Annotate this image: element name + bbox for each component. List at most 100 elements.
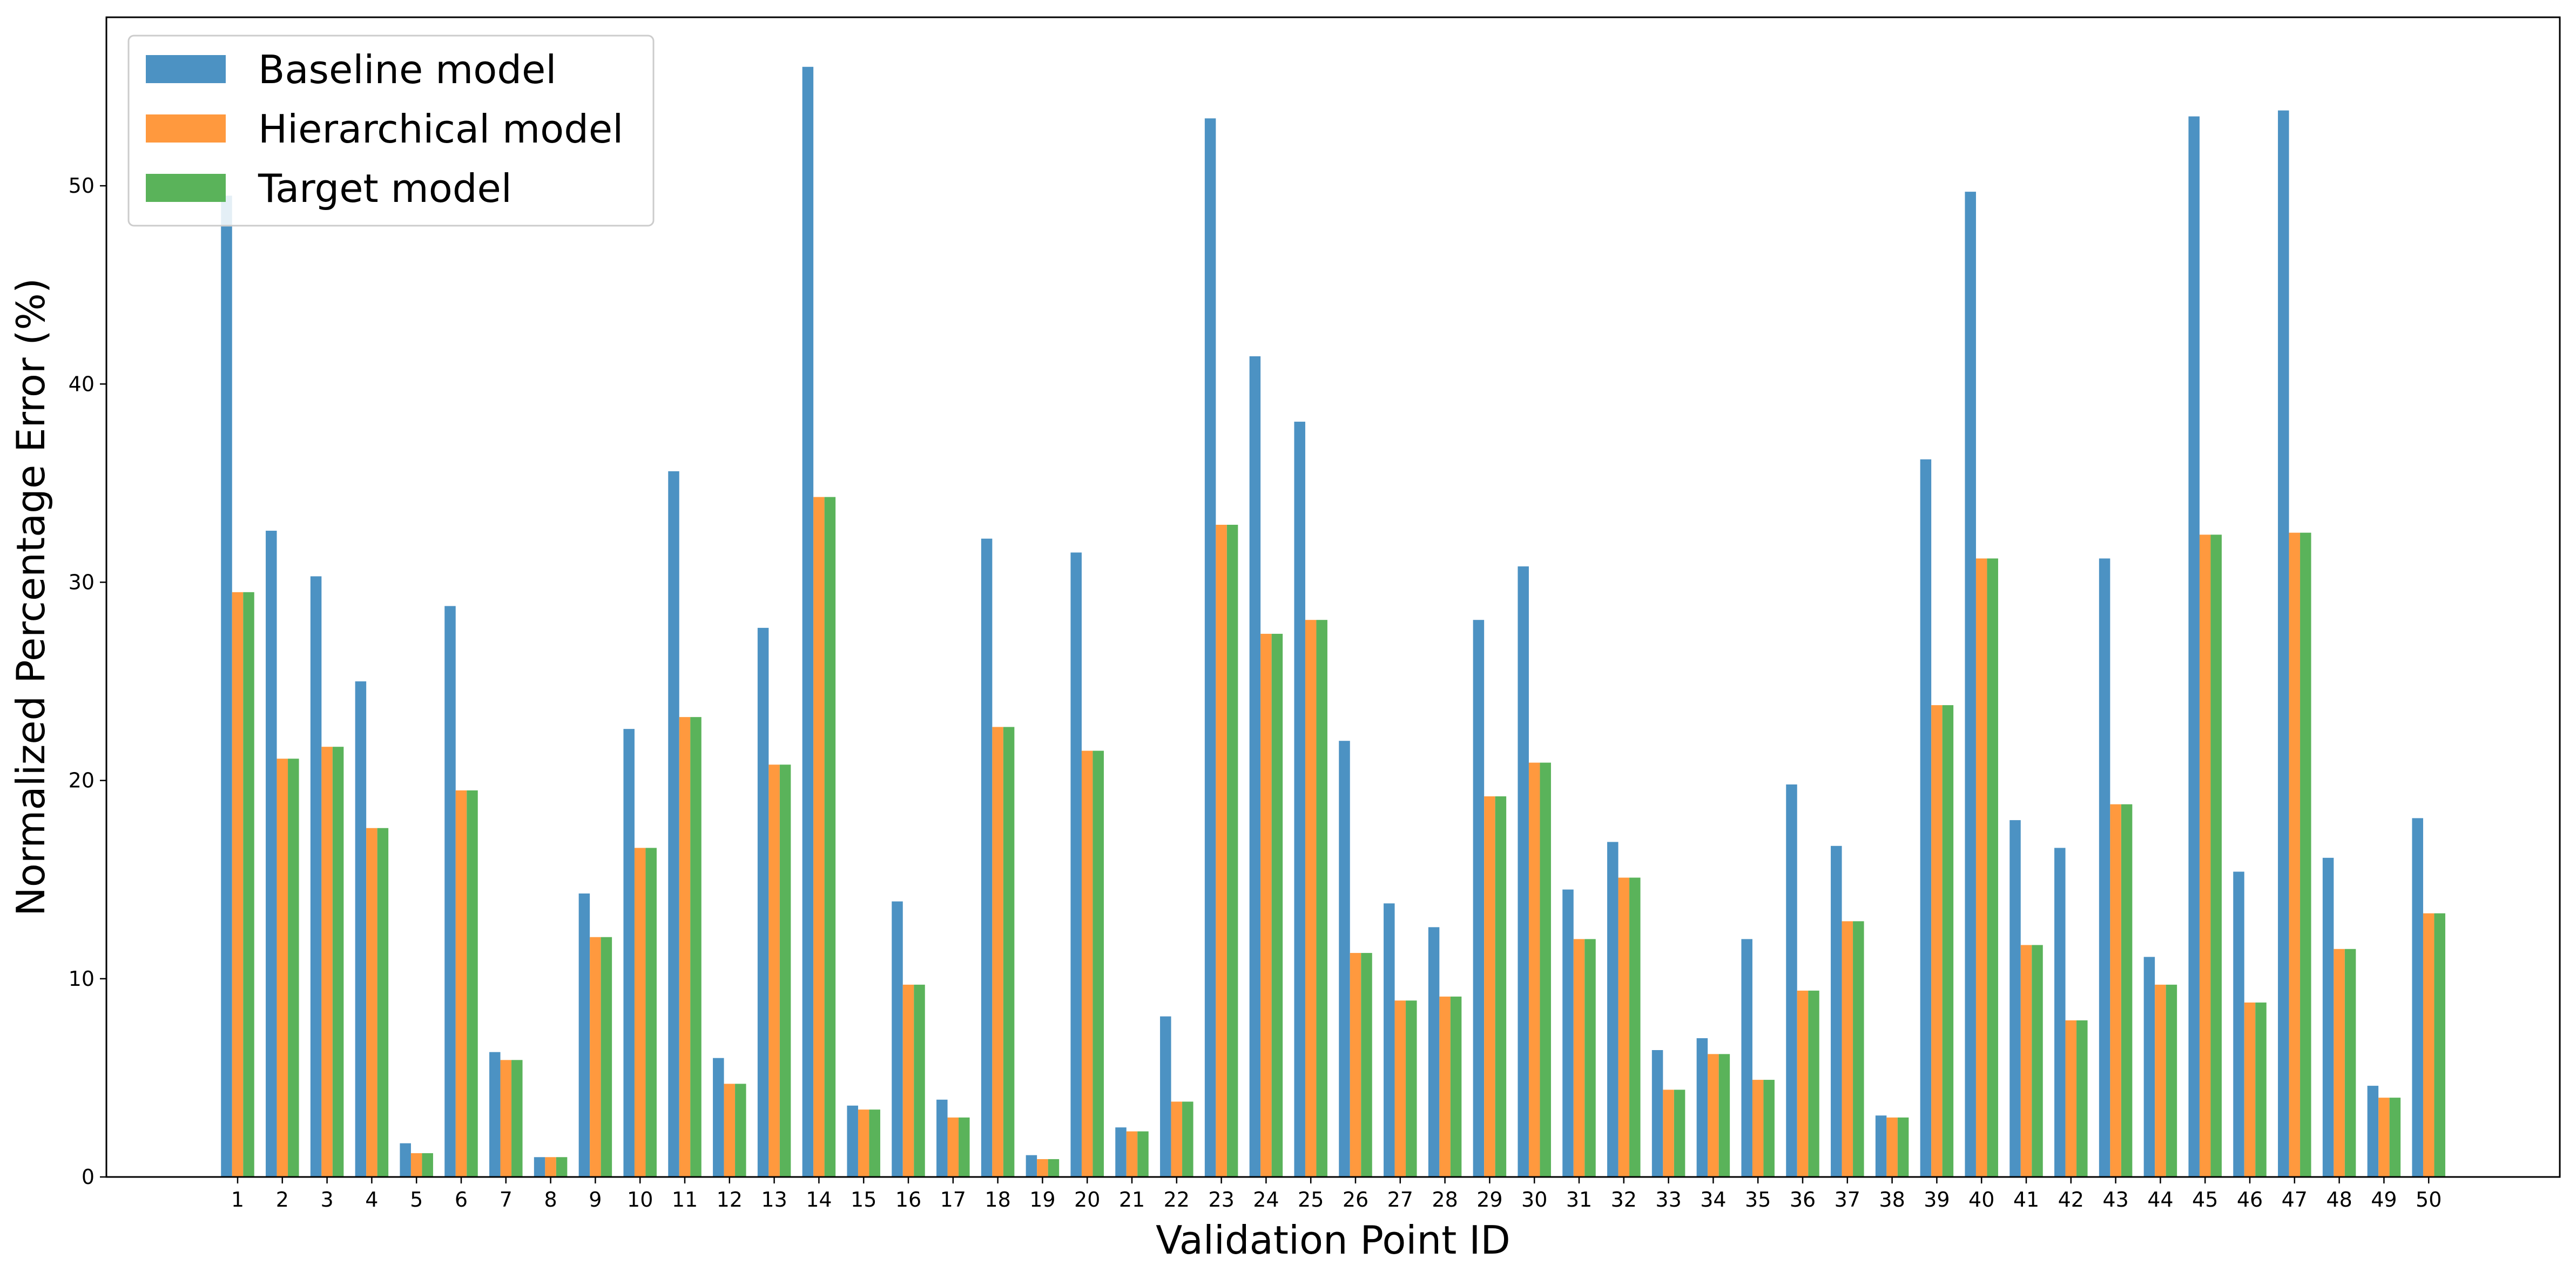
bar-baseline-model-42 (2054, 848, 2066, 1177)
bar-target-model-7 (511, 1060, 523, 1177)
bar-target-model-21 (1137, 1131, 1149, 1177)
bar-baseline-model-40 (1965, 192, 1976, 1177)
bar-target-model-31 (1584, 939, 1596, 1177)
bar-hierarchical-model-13 (768, 764, 780, 1177)
bar-baseline-model-9 (578, 893, 590, 1177)
bar-baseline-model-18 (981, 538, 993, 1178)
x-tick-label: 18 (984, 1188, 1010, 1212)
bar-hierarchical-model-22 (1171, 1101, 1183, 1177)
x-tick-label: 31 (1566, 1188, 1592, 1212)
bar-hierarchical-model-29 (1484, 796, 1495, 1177)
x-tick-label: 43 (2102, 1188, 2128, 1212)
bar-baseline-model-24 (1249, 356, 1261, 1177)
bar-target-model-18 (1003, 727, 1015, 1177)
bar-hierarchical-model-2 (277, 759, 288, 1177)
bar-target-model-30 (1540, 762, 1551, 1177)
bar-hierarchical-model-46 (2244, 1002, 2256, 1177)
x-tick-label: 49 (2371, 1188, 2397, 1212)
bar-hierarchical-model-34 (1708, 1054, 1719, 1177)
bar-baseline-model-47 (2278, 110, 2289, 1177)
bar-baseline-model-17 (936, 1099, 948, 1177)
bar-baseline-model-2 (266, 530, 277, 1177)
x-tick-label: 5 (410, 1188, 423, 1212)
bar-hierarchical-model-49 (2378, 1098, 2390, 1177)
bar-target-model-29 (1495, 796, 1507, 1177)
bar-baseline-model-50 (2412, 818, 2423, 1177)
x-tick-label: 30 (1521, 1188, 1547, 1212)
bar-hierarchical-model-18 (992, 727, 1003, 1177)
bar-hierarchical-model-38 (1886, 1117, 1898, 1177)
bar-hierarchical-model-14 (813, 497, 825, 1177)
bar-hierarchical-model-37 (1842, 921, 1853, 1177)
bar-hierarchical-model-36 (1797, 990, 1809, 1177)
x-tick-label: 46 (2237, 1188, 2263, 1212)
bar-hierarchical-model-25 (1305, 620, 1317, 1177)
bar-baseline-model-45 (2188, 116, 2200, 1178)
y-ticks: 0 10 20 30 40 50 (69, 174, 106, 1189)
bar-hierarchical-model-6 (455, 790, 467, 1177)
bar-hierarchical-model-47 (2289, 532, 2301, 1178)
bar-target-model-49 (2389, 1098, 2401, 1177)
bar-target-model-44 (2166, 984, 2177, 1177)
x-tick-label: 28 (1432, 1188, 1458, 1212)
bar-baseline-model-26 (1339, 741, 1350, 1177)
bar-baseline-model-41 (2009, 820, 2021, 1177)
bar-hierarchical-model-24 (1260, 633, 1272, 1177)
x-tick-label: 10 (627, 1188, 653, 1212)
bar-target-model-14 (824, 497, 836, 1177)
bar-baseline-model-4 (355, 681, 367, 1177)
bar-target-model-42 (2076, 1020, 2088, 1177)
bar-target-model-9 (601, 937, 612, 1177)
x-tick-label: 42 (2058, 1188, 2084, 1212)
x-tick-label: 41 (2013, 1188, 2039, 1212)
bar-target-model-3 (332, 747, 344, 1177)
bar-target-model-39 (1942, 705, 1954, 1177)
bar-baseline-model-20 (1070, 552, 1082, 1177)
bar-hierarchical-model-3 (321, 747, 333, 1177)
bar-hierarchical-model-17 (947, 1117, 959, 1177)
x-tick-label: 47 (2282, 1188, 2308, 1212)
bar-target-model-45 (2210, 534, 2222, 1177)
bar-hierarchical-model-7 (500, 1060, 512, 1177)
bar-target-model-33 (1674, 1089, 1685, 1177)
bar-target-model-24 (1271, 633, 1283, 1177)
x-tick-label: 22 (1164, 1188, 1190, 1212)
bar-baseline-model-39 (1920, 459, 1932, 1177)
bar-baseline-model-38 (1875, 1115, 1887, 1177)
bar-hierarchical-model-40 (1975, 558, 1987, 1177)
bar-hierarchical-model-30 (1528, 762, 1540, 1177)
bar-baseline-model-16 (892, 901, 903, 1177)
y-tick-label: 40 (69, 372, 95, 396)
bar-target-model-43 (2121, 804, 2133, 1177)
bar-baseline-model-7 (489, 1052, 501, 1177)
bar-baseline-model-3 (310, 576, 322, 1177)
bar-target-model-23 (1226, 524, 1238, 1177)
legend: Baseline model Hierarchical model Target m… (127, 35, 655, 227)
bar-target-model-20 (1093, 750, 1104, 1177)
x-tick-label: 34 (1700, 1188, 1726, 1212)
bar-hierarchical-model-42 (2065, 1020, 2077, 1177)
bar-target-model-48 (2344, 949, 2356, 1177)
bar-baseline-model-10 (623, 729, 635, 1177)
x-ticks: 1 2 3 4 5 6 7 8 9 10 11 12 13 14 15 16 17 18 19 20 21 22 23 24 2… (231, 1177, 2442, 1212)
bar-hierarchical-model-5 (410, 1153, 422, 1177)
bar-baseline-model-30 (1518, 566, 1529, 1177)
bar-baseline-model-44 (2143, 957, 2155, 1177)
bar-hierarchical-model-8 (545, 1157, 556, 1177)
bar-baseline-model-34 (1696, 1038, 1708, 1177)
bar-baseline-model-35 (1741, 939, 1752, 1177)
x-tick-label: 17 (940, 1188, 966, 1212)
bar-baseline-model-6 (444, 606, 456, 1177)
x-axis-label: Validation Point ID (1156, 1217, 1510, 1263)
x-tick-label: 25 (1298, 1188, 1324, 1212)
bar-hierarchical-model-20 (1081, 750, 1093, 1177)
legend-label: Target model (258, 166, 512, 211)
x-tick-label: 8 (544, 1188, 557, 1212)
bar-baseline-model-19 (1026, 1155, 1037, 1177)
legend-swatch (146, 55, 226, 83)
x-tick-label: 1 (231, 1188, 244, 1212)
x-tick-label: 2 (276, 1188, 289, 1212)
bar-target-model-32 (1629, 877, 1641, 1177)
bar-hierarchical-model-48 (2334, 949, 2345, 1177)
bar-hierarchical-model-1 (232, 592, 244, 1177)
